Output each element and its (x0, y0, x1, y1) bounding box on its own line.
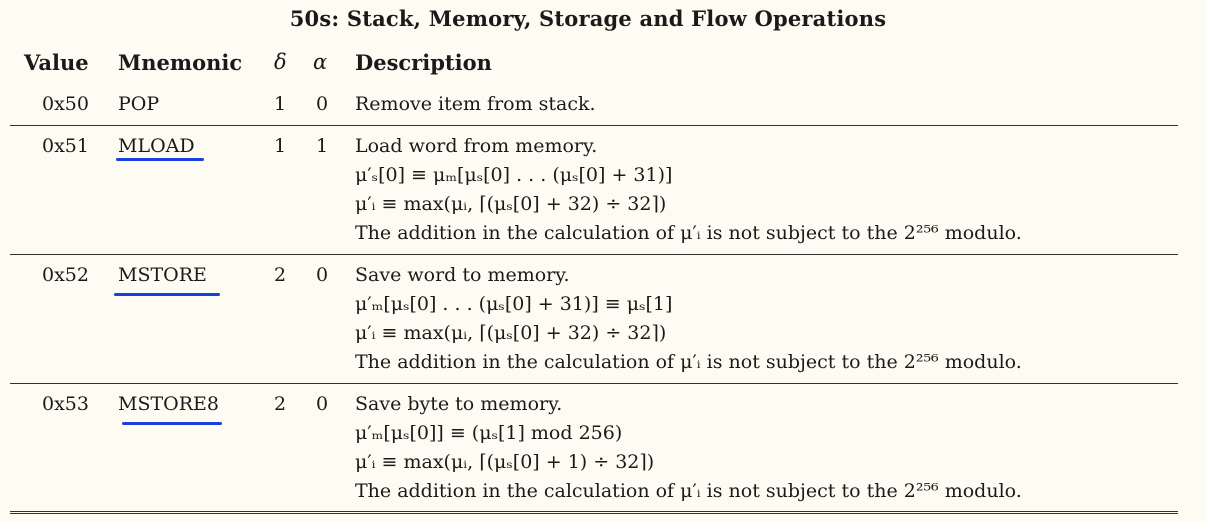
opcode-mnemonic: POP (118, 93, 160, 115)
description-line: Load word from memory. (355, 135, 598, 157)
description-line: Save byte to memory. (355, 393, 563, 415)
opcode-alpha: 0 (316, 93, 329, 115)
opcode-delta: 2 (274, 393, 287, 415)
formula-line: μ′ᵢ ≡ max(μᵢ, ⌈(μₛ[0] + 32) ÷ 32⌉) (355, 322, 667, 344)
description-line: Save word to memory. (355, 264, 570, 286)
table-header: Value Mnemonic δ α Description (0, 50, 1180, 80)
formula-line: μ′ᵢ ≡ max(μᵢ, ⌈(μₛ[0] + 32) ÷ 32⌉) (355, 193, 667, 215)
opcode-delta: 1 (274, 93, 287, 115)
opcode-delta: 2 (274, 264, 287, 286)
note-line: The addition in the calculation of μ′ᵢ i… (355, 480, 1022, 502)
table-row: 0x50 POP 1 0 Remove item from stack. (0, 93, 1180, 119)
opcode-delta: 1 (274, 135, 287, 157)
opcode-value: 0x53 (42, 393, 89, 415)
opcode-mnemonic: MSTORE8 (118, 393, 219, 415)
description-line: Remove item from stack. (355, 93, 596, 115)
table-bottom-rule (10, 511, 1178, 514)
opcode-mnemonic: MLOAD (118, 135, 195, 157)
formula-line: μ′ₘ[μₛ[0] . . . (μₛ[0] + 31)] ≡ μₛ[1] (355, 293, 673, 315)
row-divider (10, 383, 1178, 384)
header-delta: δ (274, 50, 287, 74)
table-row: 0x51 MLOAD 1 1 Load word from memory. μ′… (0, 135, 1180, 251)
opcode-alpha: 0 (316, 393, 329, 415)
row-divider (10, 125, 1178, 126)
header-alpha: α (313, 50, 328, 74)
row-divider (10, 254, 1178, 255)
formula-line: μ′ᵢ ≡ max(μᵢ, ⌈(μₛ[0] + 1) ÷ 32⌉) (355, 451, 655, 473)
opcode-alpha: 0 (316, 264, 329, 286)
opcode-value: 0x50 (42, 93, 89, 115)
table-row: 0x53 MSTORE8 2 0 Save byte to memory. μ′… (0, 393, 1180, 509)
opcode-mnemonic: MSTORE (118, 264, 207, 286)
note-line: The addition in the calculation of μ′ᵢ i… (355, 351, 1022, 373)
header-value: Value (24, 50, 89, 75)
mload-underline (116, 158, 204, 161)
formula-line: μ′ₘ[μₛ[0]] ≡ (μₛ[1] mod 256) (355, 422, 623, 444)
section-title: 50s: Stack, Memory, Storage and Flow Ope… (289, 6, 887, 31)
opcode-alpha: 1 (316, 135, 329, 157)
note-line: The addition in the calculation of μ′ᵢ i… (355, 222, 1022, 244)
header-description: Description (355, 50, 492, 75)
opcode-value: 0x51 (42, 135, 89, 157)
formula-line: μ′ₛ[0] ≡ μₘ[μₛ[0] . . . (μₛ[0] + 31)] (355, 164, 673, 186)
header-mnemonic: Mnemonic (118, 50, 243, 75)
mstore8-underline (122, 422, 222, 425)
opcode-value: 0x52 (42, 264, 89, 286)
mstore-underline (114, 293, 220, 296)
table-row: 0x52 MSTORE 2 0 Save word to memory. μ′ₘ… (0, 264, 1180, 380)
